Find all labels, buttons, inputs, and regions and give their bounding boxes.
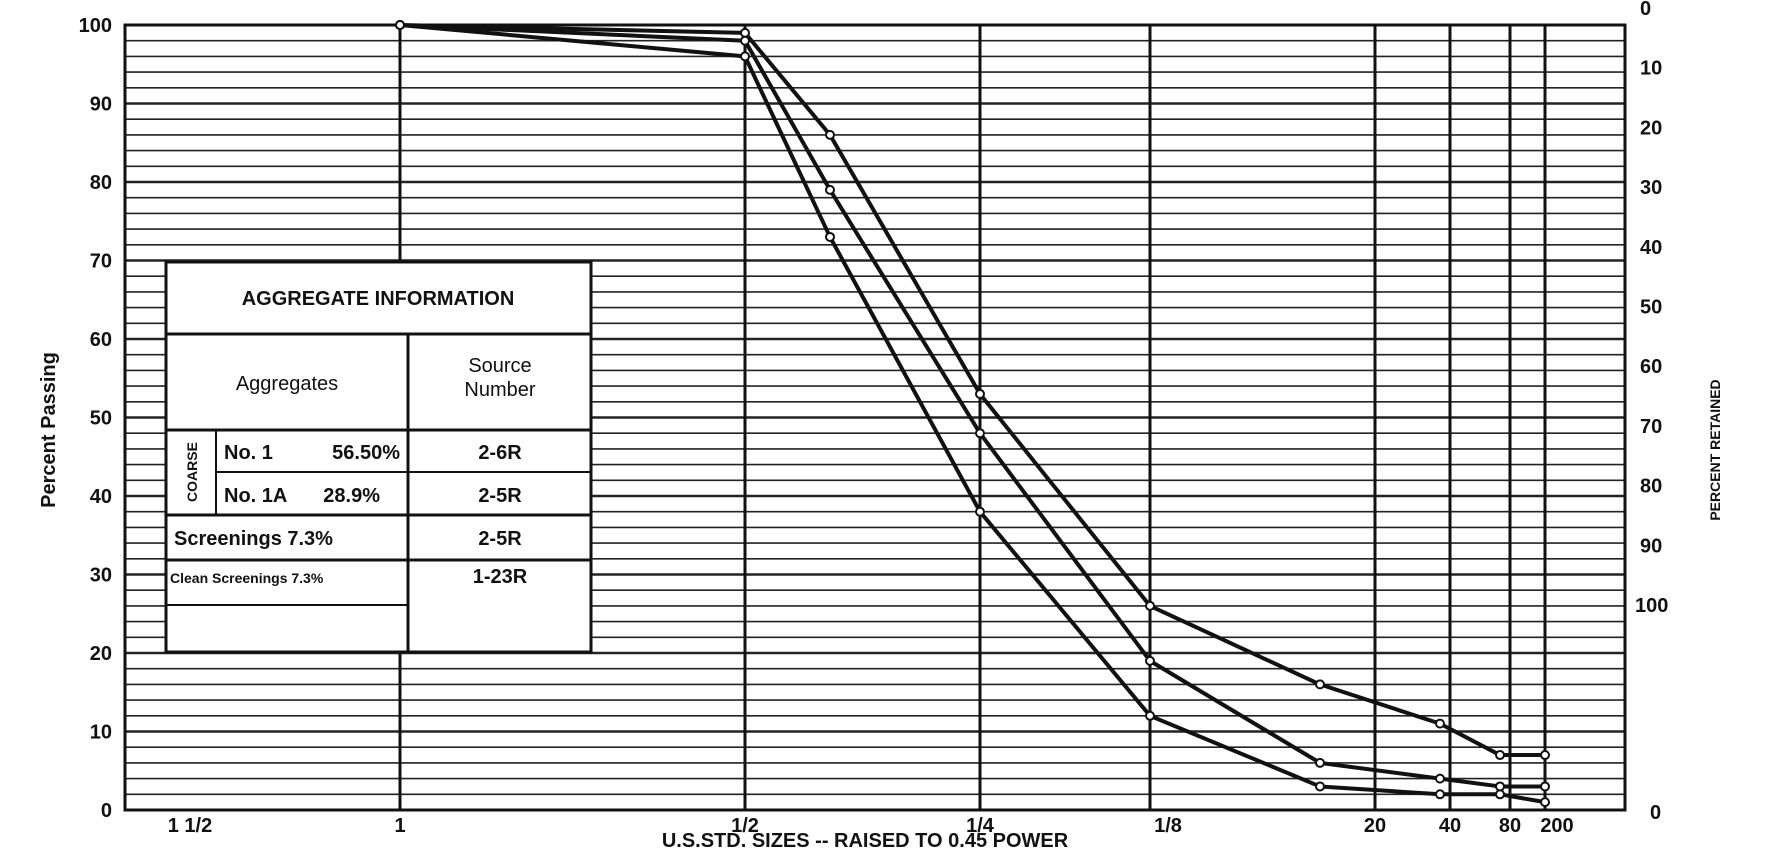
row2-source: 2-5R xyxy=(478,485,522,507)
data-point xyxy=(1495,789,1505,800)
aggregates-header: Aggregates xyxy=(236,373,338,395)
series-lines xyxy=(395,20,1550,808)
y-axis-title: Percent Passing xyxy=(38,352,60,508)
y-tick-label: 70 xyxy=(90,251,112,273)
row1-source: 2-6R xyxy=(478,442,522,464)
data-point xyxy=(740,35,750,46)
x-tick-label: 1/4 xyxy=(966,815,995,837)
table-title: AGGREGATE INFORMATION xyxy=(242,288,515,310)
data-point xyxy=(975,428,985,439)
y2-tick-label: 0 xyxy=(1640,0,1651,20)
y2-tick-label: 0 xyxy=(1650,802,1661,824)
y-tick-label: 100 xyxy=(79,15,112,37)
x-tick-label: 20 xyxy=(1364,815,1386,837)
y-tick-label: 60 xyxy=(90,329,112,351)
x-tick-label: 40 xyxy=(1439,815,1461,837)
source-header: Source Number xyxy=(464,355,535,401)
x-axis-title: U.S.STD. SIZES -- RAISED TO 0.45 POWER xyxy=(662,830,1069,852)
x-tick-label: 1 xyxy=(394,815,405,837)
row2-name: No. 1A xyxy=(224,485,287,507)
y-tick-label: 90 xyxy=(90,94,112,116)
y2-tick-label: 80 xyxy=(1640,476,1662,498)
y2-axis-title: PERCENT RETAINED xyxy=(1707,379,1723,520)
y2-tick-label: 20 xyxy=(1640,117,1662,139)
y-tick-label: 20 xyxy=(90,643,112,665)
y2-tick-label: 70 xyxy=(1640,416,1662,438)
row2-pct: 28.9% xyxy=(323,485,380,507)
y2-tick-label: 60 xyxy=(1640,356,1662,378)
data-point xyxy=(825,184,835,195)
data-point xyxy=(740,27,750,38)
y-tick-label: 80 xyxy=(90,172,112,194)
data-point xyxy=(1495,750,1505,761)
y-tick-label: 0 xyxy=(101,800,112,822)
y2-tick-label: 10 xyxy=(1640,58,1662,80)
data-point xyxy=(1540,797,1550,808)
data-point xyxy=(1435,718,1445,729)
sieve-gridlines xyxy=(398,25,1547,810)
data-point xyxy=(740,51,750,62)
plot-frame xyxy=(123,23,1627,812)
data-point xyxy=(1315,781,1325,792)
aggregate-info-table: AGGREGATE INFORMATION Aggregates Source N… xyxy=(164,260,593,654)
x-tick-label: 200 xyxy=(1540,815,1573,837)
data-point xyxy=(395,20,405,30)
data-point xyxy=(975,506,985,517)
y2-tick-label: 100 xyxy=(1635,595,1668,617)
y-tick-label: 40 xyxy=(90,486,112,508)
x-tick-label: 1/2 xyxy=(731,815,759,837)
y2-tick-label: 90 xyxy=(1640,535,1662,557)
y2-tick-label: 40 xyxy=(1640,237,1662,259)
y-tick-label: 10 xyxy=(90,722,112,744)
data-point xyxy=(1435,773,1445,784)
row3-source: 2-5R xyxy=(478,528,522,550)
data-point xyxy=(1540,750,1550,761)
row4-name: Clean Screenings 7.3% xyxy=(170,570,324,586)
data-point xyxy=(1145,655,1155,666)
data-point xyxy=(1145,600,1155,611)
y2-tick-label: 50 xyxy=(1640,297,1662,319)
x-tick-label: 80 xyxy=(1499,815,1521,837)
data-point xyxy=(1435,789,1445,800)
row4-source: 1-23R xyxy=(473,566,528,588)
data-point xyxy=(1315,757,1325,768)
data-point xyxy=(1145,710,1155,721)
y-tick-label: 30 xyxy=(90,565,112,587)
row1-pct: 56.50% xyxy=(332,442,400,464)
y2-axis-ticks: 0 10 20 30 40 50 60 70 80 90 100 0 xyxy=(1635,0,1668,824)
data-point xyxy=(1495,781,1505,792)
data-point xyxy=(1315,679,1325,690)
y2-tick-label: 30 xyxy=(1640,177,1662,199)
x-tick-label: 1/8 xyxy=(1154,815,1182,837)
table-box xyxy=(164,260,593,654)
row3-name: Screenings 7.3% xyxy=(174,528,333,550)
x-tick-label: 1 1/2 xyxy=(168,815,212,837)
coarse-label: COARSE xyxy=(184,442,200,502)
data-point xyxy=(975,388,985,399)
row1-name: No. 1 xyxy=(224,442,273,464)
data-point xyxy=(825,231,835,242)
data-point xyxy=(1540,781,1550,792)
y-tick-label: 50 xyxy=(90,408,112,430)
data-point xyxy=(825,129,835,140)
x-axis-ticks: 1 1/2 1 1/2 1/4 1/8 20 40 80 200 xyxy=(168,815,1574,837)
